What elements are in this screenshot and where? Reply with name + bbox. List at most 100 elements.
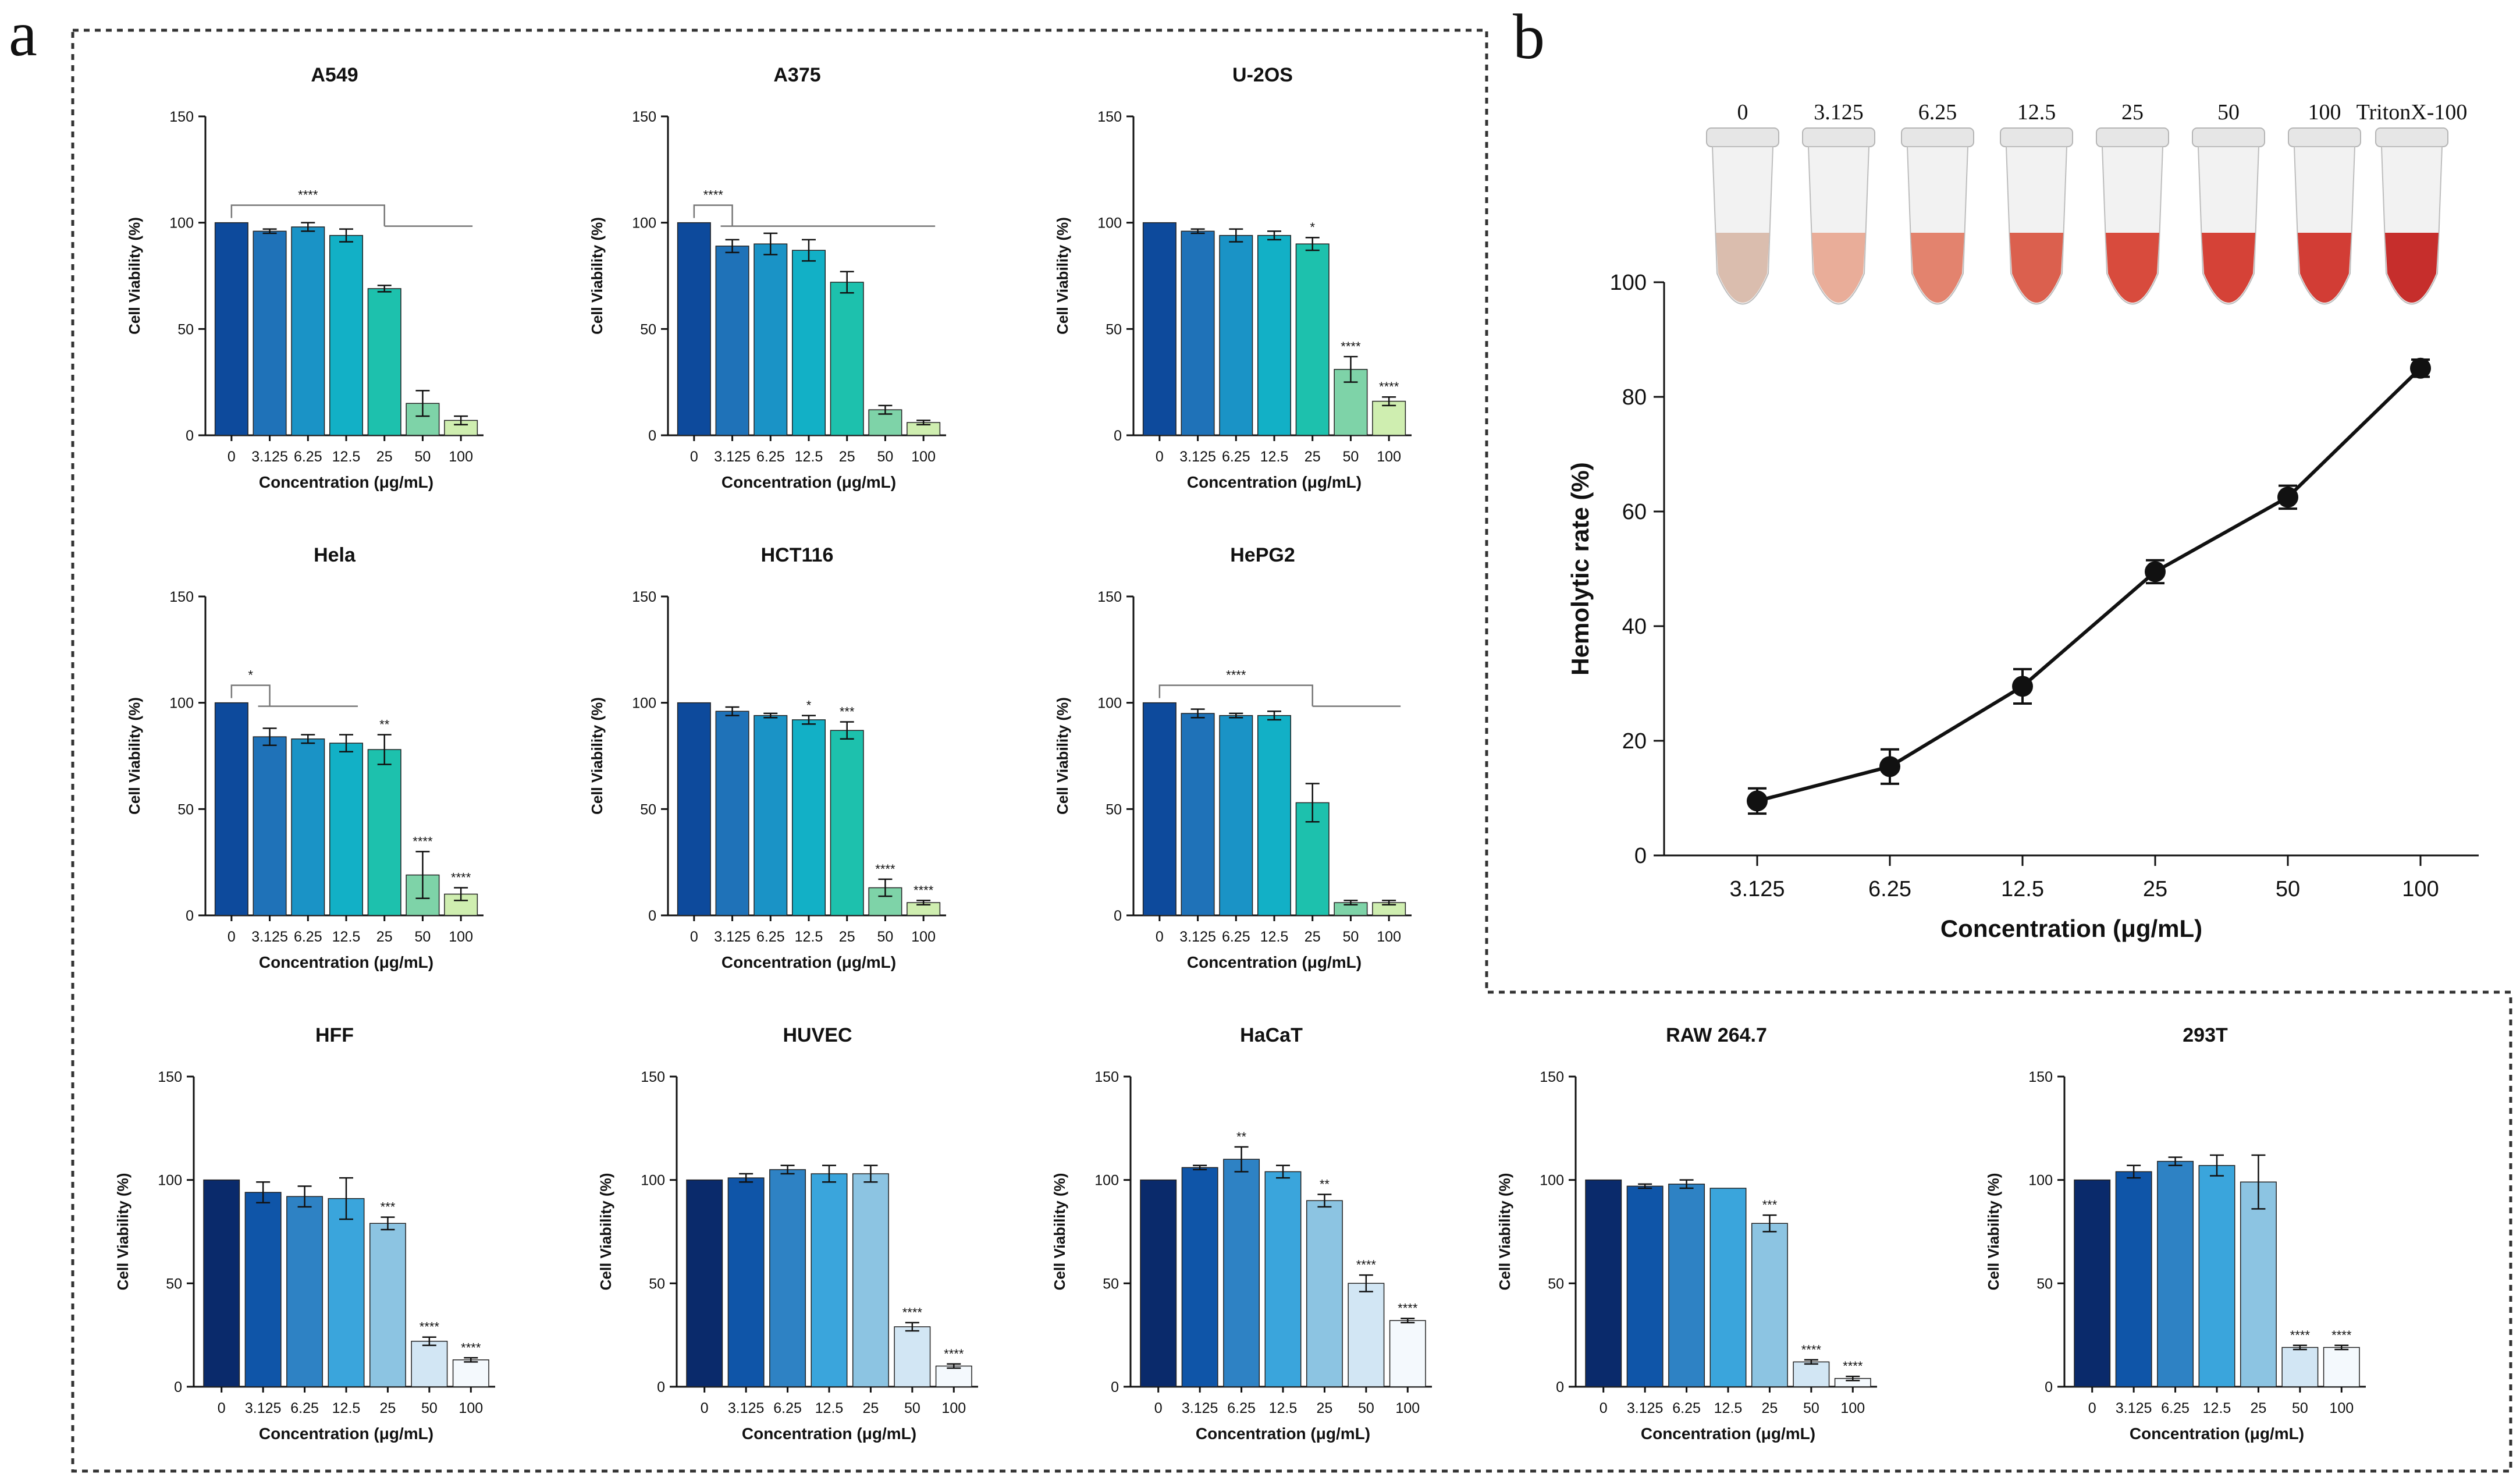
x-tick-label: 3.125 <box>728 1400 765 1416</box>
y-tick-label: 100 <box>169 695 194 712</box>
x-tick-label: 12.5 <box>1260 929 1289 945</box>
data-point-6.25 <box>1879 756 1900 777</box>
bar-0 <box>2074 1179 2111 1387</box>
x-tick-label: 0 <box>690 449 698 465</box>
x-tick-label: 12.5 <box>1260 449 1289 465</box>
data-point-25 <box>2145 561 2166 583</box>
hemolysis-chart: 0 20 40 60 80 100 Hemolytic rate (%) Concentrat… <box>1566 271 2479 942</box>
x-tick-label: 3.125 <box>1179 929 1216 945</box>
y-tick-label: 150 <box>632 589 656 605</box>
tube-3.125: 3.125 <box>1802 100 1875 305</box>
y-tick-label: 0 <box>1114 908 1122 924</box>
x-tick-label: 6.25 <box>294 929 322 945</box>
tube-liquid <box>2106 233 2159 303</box>
bar-12.5 <box>1257 715 1292 916</box>
x-tick-label: 100 <box>458 1400 483 1416</box>
x-axis-label: Concentration (μg/mL) <box>721 953 896 971</box>
y-tick-label: 0 <box>648 908 656 924</box>
y-tick-label: 80 <box>1622 385 1647 410</box>
significance-label: **** <box>902 1305 923 1320</box>
x-axis-label: Concentration (μg/mL) <box>2130 1425 2304 1443</box>
y-tick-label: 0 <box>174 1379 182 1395</box>
y-axis-label: Cell Viability (%) <box>114 1173 131 1291</box>
bar-12.5 <box>1709 1188 1747 1387</box>
significance-label: **** <box>944 1347 964 1361</box>
y-tick-label: 0 <box>2045 1379 2053 1395</box>
bar-3.125 <box>715 246 749 436</box>
x-tick-label: 25 <box>380 1400 396 1416</box>
bar-3.125 <box>727 1177 765 1387</box>
chart-hela: Hela 0 50 100 150 Cell Viability (%) 0 3.125 6.2… <box>126 544 484 971</box>
bar-12.5 <box>791 719 826 916</box>
x-axis-label: Concentration (μg/mL) <box>1641 1425 1815 1443</box>
significance-label: **** <box>1398 1301 1418 1316</box>
chart-a375: A375 0 50 100 150 Cell Viability (%) 0 3.125 6.2… <box>588 64 946 491</box>
x-tick-label: 100 <box>941 1400 966 1416</box>
x-tick-label: 0 <box>2088 1400 2096 1416</box>
x-tick-label: 0 <box>1156 929 1164 945</box>
bar-0 <box>1585 1179 1622 1387</box>
y-tick-label: 60 <box>1622 500 1647 524</box>
chart-title: Hela <box>314 544 356 566</box>
data-point-3.125 <box>1747 790 1768 812</box>
x-tick-label: 6.25 <box>756 929 785 945</box>
y-tick-label: 100 <box>2028 1173 2053 1189</box>
x-tick-label: 12.5 <box>2203 1400 2231 1416</box>
x-axis-label: Concentration (μg/mL) <box>742 1425 916 1443</box>
x-tick-label: 50 <box>877 929 894 945</box>
significance-label: *** <box>381 1200 396 1214</box>
chart-title: HUVEC <box>783 1024 852 1046</box>
tube-liquid <box>2010 233 2063 303</box>
x-tick-label: 0 <box>228 449 236 465</box>
y-tick-label: 150 <box>1097 589 1122 605</box>
x-tick-label: 50 <box>421 1400 438 1416</box>
y-tick-label: 100 <box>1540 1173 1564 1189</box>
significance-label: * <box>1310 220 1315 235</box>
bar-0 <box>214 702 248 916</box>
significance-label: **** <box>1379 379 1399 394</box>
hemolysis-series-line <box>1757 367 2422 803</box>
y-tick-label: 50 <box>177 801 194 818</box>
bar-100 <box>452 1359 489 1387</box>
chart-title: A549 <box>311 64 358 86</box>
tube-label: 25 <box>2121 100 2144 125</box>
bar-12.5 <box>1264 1171 1302 1387</box>
chart-293t: 293T 0 50 100 150 Cell Viability (%) 0 3.125 6.2… <box>1985 1024 2366 1443</box>
tube-cap <box>2000 127 2073 147</box>
tube-label: 6.25 <box>1918 100 1957 125</box>
y-axis-label: Hemolytic rate (%) <box>1566 462 1594 675</box>
x-axis-label: Concentration (μg/mL) <box>259 473 433 491</box>
x-tick-label: 3.125 <box>2116 1400 2152 1416</box>
chart-a549: A549 0 50 100 150 Cell Viability (%) 0 3.125 6.2… <box>126 64 484 491</box>
bracket-label: * <box>248 668 253 683</box>
chart-title: U-2OS <box>1232 64 1293 86</box>
tube-cap <box>2192 127 2265 147</box>
bar-0 <box>1142 702 1177 916</box>
y-tick-label: 0 <box>186 908 194 924</box>
data-point-50 <box>2277 486 2298 508</box>
x-tick-label: 0 <box>701 1400 709 1416</box>
x-tick-label: 25 <box>839 449 855 465</box>
x-tick-label: 0 <box>1154 1400 1163 1416</box>
bar-25 <box>1751 1223 1788 1387</box>
bar-12.5 <box>811 1173 848 1387</box>
y-tick-label: 150 <box>1094 1069 1119 1085</box>
y-tick-label: 50 <box>2036 1276 2053 1292</box>
x-tick-label: 50 <box>1803 1400 1819 1416</box>
x-tick-label: 12.5 <box>1714 1400 1743 1416</box>
x-tick-label: 100 <box>1377 449 1401 465</box>
bracket-label: **** <box>703 188 724 203</box>
y-tick-label: 150 <box>632 109 656 125</box>
bar-25 <box>1306 1200 1343 1387</box>
y-tick-label: 50 <box>166 1276 182 1292</box>
bar-25 <box>830 730 864 916</box>
bar-3.125 <box>253 736 287 916</box>
significance-label: *** <box>1762 1198 1778 1212</box>
x-tick-label: 25 <box>863 1400 879 1416</box>
x-tick-label: 12.5 <box>332 449 361 465</box>
tube-label: 12.5 <box>2017 100 2056 125</box>
x-axis-label: Concentration (μg/mL) <box>1940 915 2202 942</box>
x-tick-label: 50 <box>2276 877 2300 901</box>
bar-6.25 <box>291 226 325 436</box>
